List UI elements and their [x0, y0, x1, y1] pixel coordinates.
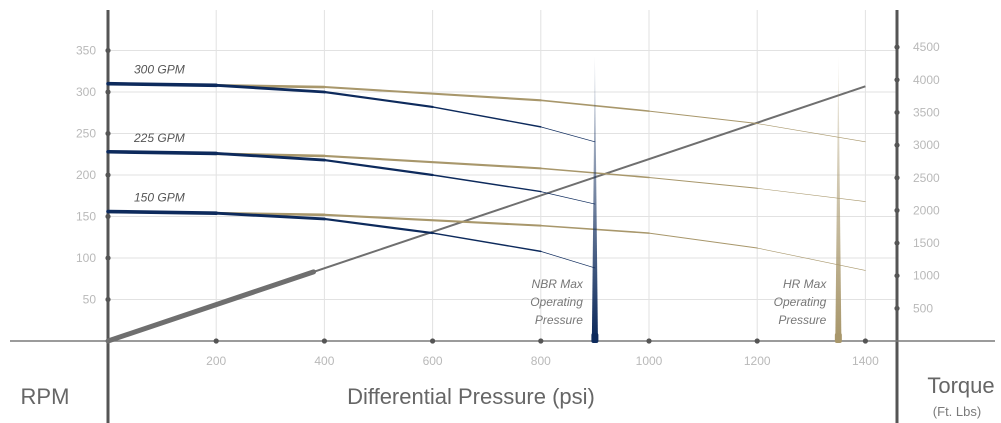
y-tick-label: 250 [76, 127, 96, 141]
series-segment-nbr [106, 149, 218, 156]
y-tick-label: 150 [76, 210, 96, 224]
y-tick-dot [105, 130, 111, 137]
limit-label: NBR Max [532, 277, 584, 291]
series-segment-hr [323, 85, 542, 102]
y2-axis-unit: (Ft. Lbs) [933, 404, 981, 419]
series-segment-nbr [540, 191, 596, 205]
x-tick-dot [754, 338, 760, 344]
x-tick-dot [321, 338, 327, 344]
x-tick-label: 1000 [636, 354, 663, 368]
operating-pressure-limits [591, 56, 842, 343]
y-tick-label: 50 [83, 293, 97, 307]
y-tick-label: 300 [76, 85, 96, 99]
series-segment-nbr [214, 151, 326, 162]
max-pressure-base-hr [834, 333, 842, 343]
max-pressure-spike-nbr [591, 56, 598, 337]
x-tick-dot [430, 338, 436, 344]
limit-label: Operating [530, 295, 583, 309]
x-tick-label: 400 [314, 354, 334, 368]
limit-label: Pressure [535, 313, 583, 327]
y2-tick-label: 2500 [913, 171, 940, 185]
limit-label: Operating [774, 295, 827, 309]
y2-tick-label: 4500 [913, 40, 940, 54]
y2-tick-label: 500 [913, 301, 933, 315]
y-tick-dot [105, 89, 111, 95]
max-pressure-base-nbr [591, 333, 599, 343]
series-segment-nbr [214, 83, 326, 94]
y2-tick-dot [894, 175, 900, 181]
y2-tick-dot [894, 207, 900, 213]
y2-tick-dot [894, 273, 900, 279]
x-tick-dot [862, 338, 869, 344]
x-tick-label: 1400 [852, 354, 879, 368]
y2-tick-label: 3000 [913, 138, 940, 152]
y-tick-label: 350 [76, 44, 96, 58]
x-tick-label: 600 [423, 354, 443, 368]
y2-tick-label: 1000 [913, 269, 940, 283]
series-segment-nbr [431, 106, 542, 128]
axes [10, 10, 995, 423]
x-tick-dot [538, 338, 544, 344]
x-tick-label: 200 [206, 354, 226, 368]
series-segment-hr [648, 176, 758, 189]
series-label: 150 GPM [134, 191, 185, 205]
limit-label: Pressure [778, 313, 826, 327]
y-tick-dot [105, 47, 111, 54]
series-segment-nbr [431, 232, 542, 253]
y-axis-title: RPM [21, 384, 70, 409]
series-segment-nbr [431, 174, 542, 193]
series-segment-hr [756, 187, 866, 202]
y2-tick-dot [894, 109, 900, 116]
x-tick-label: 1200 [744, 354, 771, 368]
series-segment-nbr [106, 81, 218, 88]
y2-tick-dot [894, 44, 900, 50]
y2-tick-label: 4000 [913, 73, 940, 87]
series-segment-nbr [323, 90, 434, 109]
series-segment-hr [323, 154, 542, 170]
y-tick-dot [105, 213, 111, 220]
grid [108, 10, 897, 341]
y-tick-dot [105, 255, 111, 261]
max-pressure-spike-hr [835, 56, 842, 337]
x-axis-title: Differential Pressure (psi) [347, 384, 595, 409]
series-segment-nbr [106, 209, 218, 215]
torque-line-thick [105, 269, 317, 344]
series-segment-nbr [540, 251, 596, 269]
series-segment-hr [756, 247, 866, 271]
y2-tick-dot [894, 305, 900, 311]
y2-tick-label: 3500 [913, 105, 940, 119]
y2-tick-dot [894, 240, 900, 246]
limit-label: HR Max [783, 277, 827, 291]
series-label: 300 GPM [134, 63, 185, 77]
x-tick-dot [213, 338, 219, 344]
y-tick-label: 100 [76, 251, 96, 265]
labels: 50 100 150 200 250 300 350 500 1000 1500 2000 2500 3… [21, 40, 995, 419]
series-segment-hr [756, 123, 866, 143]
series-lines [105, 81, 866, 344]
series-segment-nbr [323, 158, 434, 177]
series-segment-nbr [214, 211, 326, 221]
x-tick-label: 800 [531, 354, 551, 368]
y2-tick-dot [894, 77, 900, 83]
y-tick-dot [105, 172, 111, 178]
series-segment-hr [648, 232, 758, 249]
y2-tick-label: 2000 [913, 203, 940, 217]
series-segment-hr [648, 110, 758, 125]
series-segment-nbr [540, 126, 596, 143]
series-segment-nbr [323, 217, 434, 235]
series-segment-hr [323, 213, 542, 227]
y2-tick-label: 1500 [913, 236, 940, 250]
y-tick-label: 200 [76, 168, 96, 182]
y-tick-dot [105, 296, 111, 303]
y2-tick-dot [894, 142, 900, 148]
x-tick-dot [646, 338, 652, 344]
y2-axis-title: Torque [927, 373, 994, 398]
series-label: 225 GPM [133, 131, 185, 145]
